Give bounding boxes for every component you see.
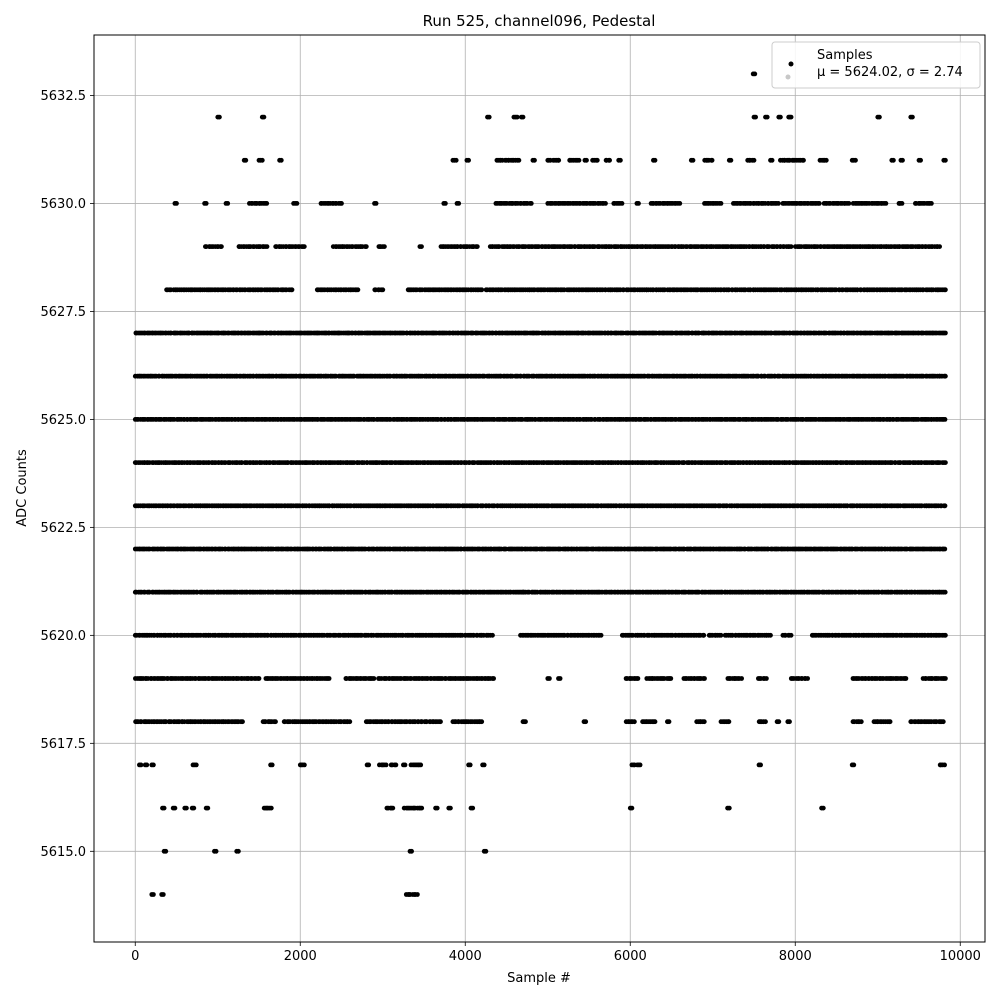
- data-point: [942, 546, 948, 552]
- data-point: [942, 503, 948, 509]
- data-point: [726, 805, 732, 811]
- data-point: [943, 330, 948, 336]
- data-point: [419, 805, 425, 811]
- data-point: [236, 848, 241, 854]
- data-point: [635, 676, 641, 681]
- data-point: [138, 762, 144, 768]
- data-point: [490, 632, 495, 638]
- data-point: [858, 719, 864, 725]
- data-point: [547, 676, 552, 681]
- data-point: [820, 805, 826, 811]
- data-point: [942, 762, 947, 768]
- data-points: [132, 71, 948, 897]
- data-point: [764, 676, 769, 681]
- data-point: [583, 719, 589, 725]
- data-point: [598, 632, 604, 638]
- data-point: [666, 719, 672, 725]
- data-point: [289, 287, 295, 293]
- data-point: [326, 676, 332, 681]
- data-point: [632, 719, 637, 725]
- data-point: [943, 676, 948, 681]
- data-point: [943, 632, 948, 638]
- data-point: [434, 805, 440, 811]
- data-point: [144, 762, 150, 768]
- data-point: [269, 762, 275, 768]
- data-point: [483, 848, 489, 854]
- data-point: [402, 762, 408, 768]
- data-point: [903, 676, 909, 681]
- data-point: [701, 632, 707, 638]
- data-point: [523, 719, 528, 725]
- data-point: [726, 719, 732, 725]
- data-point: [763, 719, 768, 725]
- data-point: [438, 719, 443, 725]
- data-point: [470, 805, 476, 811]
- data-point: [942, 589, 948, 595]
- data-point: [448, 805, 453, 811]
- data-point: [557, 676, 563, 681]
- data-point: [191, 805, 197, 811]
- data-point: [768, 632, 773, 638]
- data-point: [371, 676, 377, 681]
- data-point: [268, 805, 274, 811]
- data-point: [184, 805, 189, 811]
- data-point: [467, 762, 473, 768]
- data-point: [302, 762, 307, 768]
- data-point: [193, 762, 199, 768]
- data-point: [718, 632, 724, 638]
- data-point: [240, 719, 245, 725]
- data-point: [415, 892, 420, 897]
- data-point: [851, 762, 857, 768]
- data-point: [409, 848, 414, 854]
- data-point: [702, 676, 707, 681]
- data-point: [668, 676, 674, 681]
- data-point: [943, 460, 948, 465]
- data-point: [787, 719, 792, 725]
- data-point: [758, 762, 763, 768]
- data-point: [151, 892, 156, 897]
- data-point: [943, 373, 948, 379]
- data-point: [366, 762, 372, 768]
- data-point: [652, 719, 658, 725]
- data-point: [887, 719, 893, 725]
- data-point: [213, 848, 219, 854]
- data-point: [256, 676, 262, 681]
- data-point: [942, 417, 948, 422]
- data-point: [163, 848, 169, 854]
- data-point: [788, 632, 794, 638]
- data-point: [160, 892, 166, 897]
- data-point: [481, 762, 487, 768]
- data-point: [172, 805, 178, 811]
- data-point: [393, 762, 399, 768]
- data-point: [479, 287, 485, 293]
- data-point: [418, 762, 424, 768]
- data-point: [390, 805, 396, 811]
- data-point: [161, 805, 167, 811]
- data-point: [479, 719, 485, 725]
- data-point: [637, 762, 643, 768]
- data-point: [805, 676, 810, 681]
- data-point: [776, 719, 782, 725]
- chart-title: Run 525, channel096, Pedestal: [423, 12, 656, 30]
- data-point: [629, 805, 635, 811]
- data-point: [205, 805, 211, 811]
- data-point: [347, 719, 353, 725]
- data-point: [355, 287, 361, 293]
- data-point: [739, 676, 744, 681]
- data-point: [383, 762, 389, 768]
- data-point: [380, 287, 386, 293]
- data-point: [273, 719, 278, 725]
- data-point: [701, 719, 707, 725]
- data-point: [940, 719, 946, 725]
- data-point: [491, 676, 496, 681]
- data-point: [151, 762, 156, 768]
